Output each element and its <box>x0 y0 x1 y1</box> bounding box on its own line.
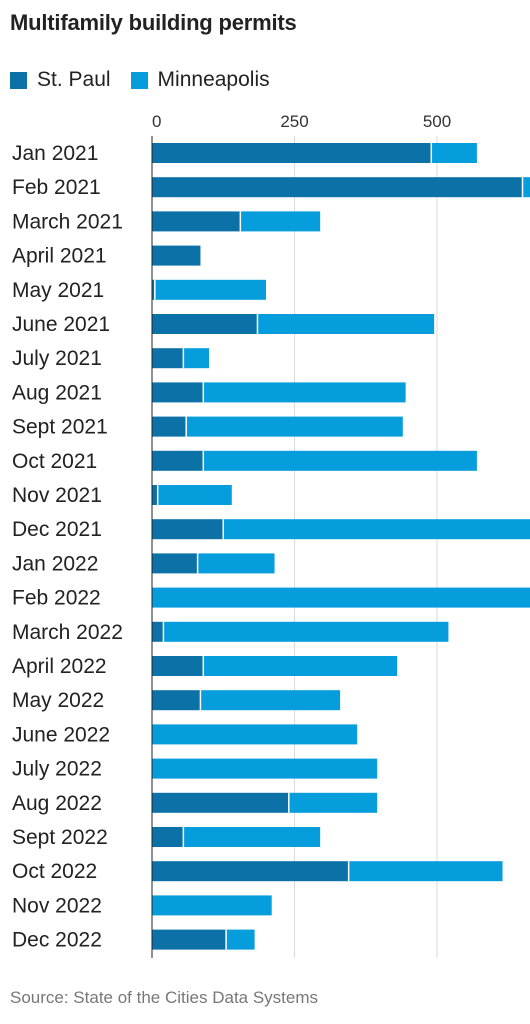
bar-st-paul <box>152 416 187 437</box>
bar-minneapolis <box>288 792 378 813</box>
category-label: Sept 2022 <box>12 826 108 849</box>
bar-st-paul <box>152 177 523 198</box>
bar-minneapolis <box>152 758 378 779</box>
bar-minneapolis <box>157 485 232 505</box>
bar-st-paul <box>152 621 164 642</box>
bar-st-paul <box>152 861 349 882</box>
legend-item-minneapolis: Minneapolis <box>130 68 270 92</box>
x-tick-label: 0 <box>152 112 161 131</box>
bar-st-paul <box>152 211 241 232</box>
bar-st-paul <box>152 690 201 711</box>
category-label: Aug 2022 <box>12 792 102 815</box>
category-label: April 2022 <box>12 655 107 678</box>
bar-minneapolis <box>431 143 477 163</box>
category-label: April 2021 <box>12 245 107 268</box>
bar-minneapolis <box>226 929 255 950</box>
category-label: July 2021 <box>12 347 102 370</box>
bar-minneapolis <box>152 724 358 745</box>
bar-st-paul <box>152 245 201 266</box>
category-label: Jan 2021 <box>12 142 98 165</box>
bar-minneapolis <box>522 177 530 198</box>
legend-swatch-st-paul <box>10 71 27 89</box>
category-label: Aug 2021 <box>12 381 102 404</box>
bar-st-paul <box>152 348 184 369</box>
category-label: Feb 2021 <box>12 176 101 199</box>
x-tick-label: 250 <box>280 112 308 131</box>
legend-label-minneapolis: Minneapolis <box>157 68 270 91</box>
legend-item-st-paul: St. Paul <box>10 68 111 92</box>
bar-minneapolis <box>203 450 477 471</box>
bar-minneapolis <box>240 211 321 232</box>
category-label: Feb 2022 <box>12 587 101 610</box>
source-note: Source: State of the Cities Data Systems <box>10 988 319 1007</box>
bar-minneapolis <box>183 348 209 369</box>
bar-st-paul <box>152 279 155 300</box>
bar-st-paul <box>152 382 204 403</box>
legend-swatch-minneapolis <box>130 71 148 89</box>
bar-st-paul <box>152 792 289 813</box>
bar-st-paul <box>152 656 204 676</box>
bar-minneapolis <box>154 279 266 300</box>
bar-minneapolis <box>152 587 530 608</box>
category-label: Jan 2022 <box>12 552 98 575</box>
bar-minneapolis <box>257 314 435 334</box>
bar-minneapolis <box>203 382 406 403</box>
bar-st-paul <box>152 827 184 847</box>
category-label: March 2022 <box>12 621 123 644</box>
bar-st-paul <box>152 929 227 950</box>
category-label: March 2021 <box>12 210 123 233</box>
bar-minneapolis <box>197 553 275 574</box>
category-label: June 2022 <box>12 723 110 746</box>
category-label: Nov 2021 <box>12 484 102 507</box>
bar-minneapolis <box>183 827 321 847</box>
category-label: Dec 2022 <box>12 929 102 952</box>
category-label: May 2021 <box>12 279 104 302</box>
category-label: May 2022 <box>12 689 104 712</box>
legend: St. Paul Minneapolis <box>10 68 290 92</box>
legend-label-st-paul: St. Paul <box>37 68 111 91</box>
category-label: Sept 2021 <box>12 416 108 439</box>
bar-st-paul <box>152 143 432 163</box>
bar-minneapolis <box>186 416 403 437</box>
bar-st-paul <box>152 314 258 334</box>
bar-minneapolis <box>200 690 341 711</box>
bar-minneapolis <box>163 621 449 642</box>
category-label: Nov 2022 <box>12 894 102 917</box>
category-label: June 2021 <box>12 313 110 336</box>
bar-st-paul <box>152 553 198 574</box>
bar-st-paul <box>152 485 158 505</box>
bar-st-paul <box>152 450 204 471</box>
bar-minneapolis <box>223 519 530 540</box>
chart-title: Multifamily building permits <box>10 10 297 35</box>
category-label: Oct 2022 <box>12 860 97 883</box>
category-label: Oct 2021 <box>12 450 97 473</box>
bar-minneapolis <box>203 656 398 676</box>
category-label: Dec 2021 <box>12 518 102 541</box>
bar-st-paul <box>152 519 224 540</box>
bar-minneapolis <box>152 895 272 916</box>
bar-minneapolis <box>348 861 503 882</box>
category-label: July 2022 <box>12 758 102 781</box>
x-tick-label: 500 <box>423 112 451 131</box>
